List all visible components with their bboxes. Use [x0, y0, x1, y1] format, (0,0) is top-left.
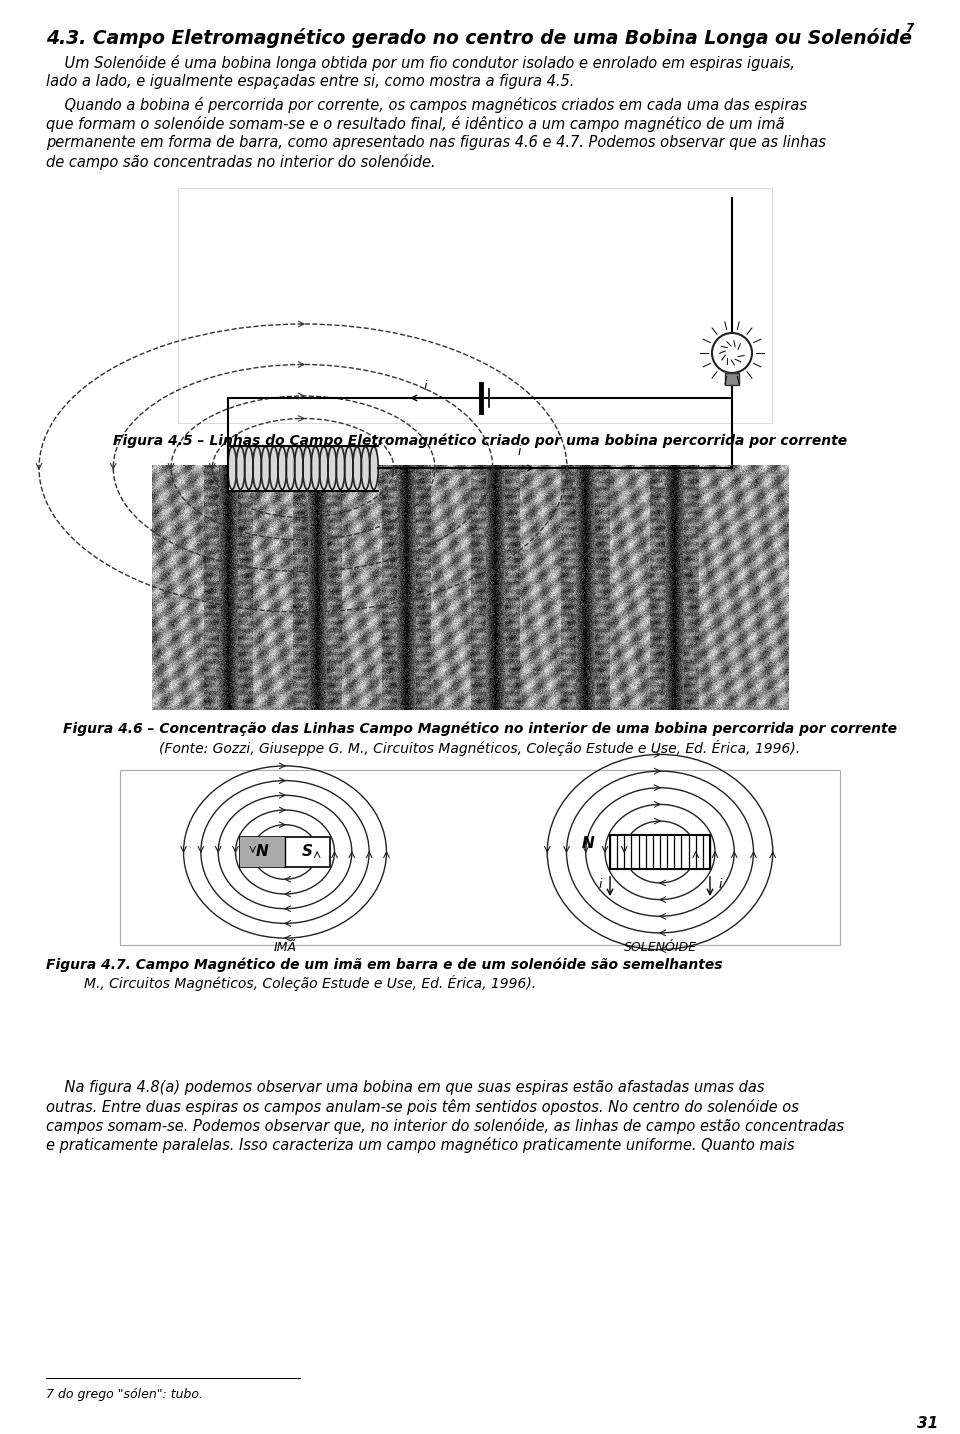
Text: 31: 31 [918, 1415, 939, 1431]
Text: Quando a bobina é percorrida por corrente, os campos magnéticos criados em cada : Quando a bobina é percorrida por corrent… [46, 98, 807, 113]
Text: e praticamente paralelas. Isso caracteriza um campo magnético praticamente unifo: e praticamente paralelas. Isso caracteri… [46, 1137, 795, 1153]
Text: lado a lado, e igualmente espaçadas entre si, como mostra a figura 4.5.: lado a lado, e igualmente espaçadas entr… [46, 75, 574, 89]
Text: IMÃ: IMÃ [274, 941, 297, 954]
Text: Na figura 4.8(a) podemos observar uma bobina em que suas espiras estão afastadas: Na figura 4.8(a) podemos observar uma bo… [46, 1080, 764, 1096]
Text: i: i [423, 380, 427, 393]
Bar [725, 373, 739, 384]
Text: permanente em forma de barra, como apresentado nas figuras 4.6 e 4.7. Podemos ob: permanente em forma de barra, como apres… [46, 135, 826, 151]
Text: 7: 7 [905, 22, 913, 34]
Text: 4.3. Campo Eletromagnético gerado no centro de uma Bobina Longa ou Solenóide: 4.3. Campo Eletromagnético gerado no cen… [46, 29, 912, 47]
Text: de campo são concentradas no interior do solenóide.: de campo são concentradas no interior do… [46, 153, 436, 171]
Text: Um Solenóide é uma bobina longa obtida por um fio condutor isolado e enrolado em: Um Solenóide é uma bobina longa obtida p… [46, 54, 795, 72]
Bar [240, 837, 285, 868]
Text: outras. Entre duas espiras os campos anulam-se pois têm sentidos opostos. No cen: outras. Entre duas espiras os campos anu… [46, 1098, 799, 1116]
Text: M., Circuitos Magnéticos, Coleção Estude e Use, Ed. Érica, 1996).: M., Circuitos Magnéticos, Coleção Estude… [84, 975, 536, 991]
Text: S: S [302, 845, 313, 859]
Bar [178, 188, 772, 423]
Text: campos somam-se. Podemos observar que, no interior do solenóide, as linhas de ca: campos somam-se. Podemos observar que, n… [46, 1119, 844, 1134]
Bar [240, 837, 330, 868]
Text: i: i [517, 445, 521, 457]
Text: (Fonte: Gozzi, Giuseppe G. M., Circuitos Magnéticos, Coleção Estude e Use, Ed. É: (Fonte: Gozzi, Giuseppe G. M., Circuitos… [159, 740, 801, 756]
Bar [228, 446, 378, 490]
Text: que formam o solenóide somam-se e o resultado final, é idêntico a um campo magné: que formam o solenóide somam-se e o resu… [46, 116, 784, 132]
Text: N: N [582, 836, 594, 852]
Text: Figura 4.6 – Concentração das Linhas Campo Magnético no interior de uma bobina p: Figura 4.6 – Concentração das Linhas Cam… [63, 721, 897, 737]
Text: N: N [256, 845, 269, 859]
Bar [610, 835, 710, 869]
Text: Figura 4.5 – Linhas do Campo Eletromagnético criado por uma bobina percorrida po: Figura 4.5 – Linhas do Campo Eletromagné… [113, 433, 847, 447]
Text: i: i [718, 878, 722, 891]
Text: i: i [598, 878, 602, 891]
Text: 7 do grego "sólen": tubo.: 7 do grego "sólen": tubo. [46, 1388, 203, 1401]
Text: SOLENÓIDE: SOLENÓIDE [623, 941, 697, 954]
Text: Figura 4.7. Campo Magnético de um imã em barra e de um solenóide são semelhantes: Figura 4.7. Campo Magnético de um imã em… [46, 956, 723, 971]
Bar [120, 770, 840, 945]
Circle shape [712, 333, 752, 373]
